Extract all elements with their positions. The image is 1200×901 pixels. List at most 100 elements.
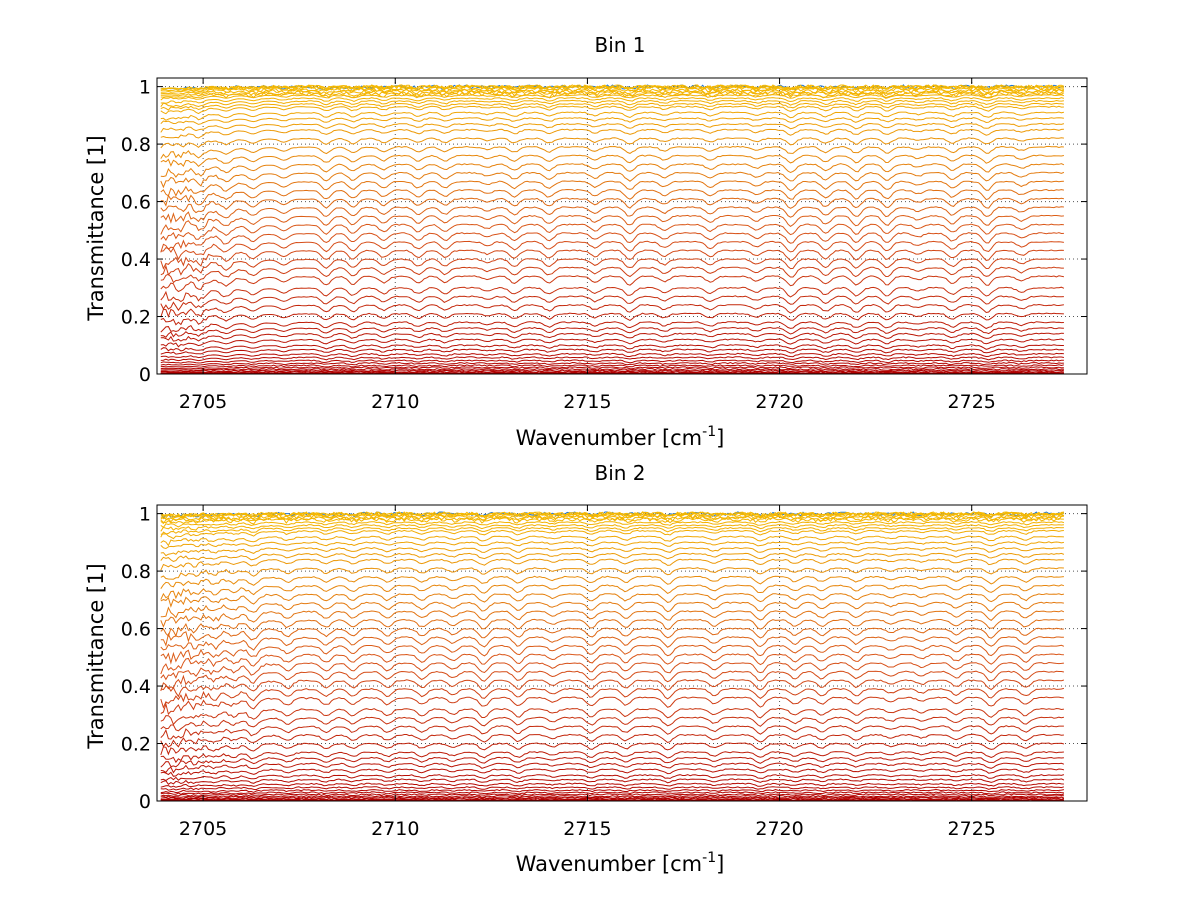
series-line: [160, 122, 1065, 133]
series-line: [160, 627, 1064, 647]
series-line: [160, 696, 1064, 716]
series-line: [160, 796, 1065, 800]
series-line: [160, 778, 1065, 785]
x-axis-label: Wavenumber [cm-1]: [516, 424, 725, 450]
series-line: [160, 361, 1064, 366]
series-line: [160, 782, 1064, 788]
series-line: [160, 716, 1064, 732]
x-tick-label: 2725: [948, 818, 996, 840]
series-line: [160, 547, 1064, 557]
series-line: [160, 793, 1065, 797]
series-line: [160, 366, 1064, 370]
series-line: [160, 687, 1065, 709]
y-tick-label: 0.8: [121, 561, 151, 583]
x-tick-label: 2710: [371, 818, 419, 840]
series-line: [160, 90, 1065, 97]
y-tick-label: 0: [139, 364, 151, 386]
series-line: [160, 206, 1064, 224]
series-line: [160, 338, 1065, 348]
series-line: [160, 171, 1065, 189]
x-tick-label: 2720: [755, 818, 803, 840]
series-line: [160, 348, 1064, 355]
series-line: [160, 610, 1065, 628]
series-line: [160, 312, 1064, 326]
series-line: [160, 197, 1064, 214]
series-line: [160, 332, 1064, 342]
series-line: [160, 326, 1064, 338]
series-line: [160, 788, 1064, 794]
series-line: [160, 795, 1064, 799]
series-line: [160, 762, 1065, 774]
series-line: [160, 618, 1064, 638]
series-line: [160, 99, 1064, 108]
series-line: [160, 653, 1064, 675]
ticks: 2705 2710 2715 2720 2725 0 0.2 0.4 0.6 0.8 1: [121, 504, 1087, 840]
x-axis-label: Wavenumber [cm-1]: [516, 850, 725, 876]
series-line: [160, 275, 1064, 293]
series-line: [160, 286, 1065, 303]
series-line: [160, 369, 1064, 373]
series-line: [160, 266, 1064, 284]
series-line: [160, 636, 1064, 651]
series-line: [160, 352, 1064, 359]
series-line: [160, 249, 1064, 270]
series-traces: [160, 84, 1065, 375]
series-line: [160, 257, 1064, 276]
series-line: [160, 163, 1065, 178]
series-line: [160, 733, 1064, 748]
series-line: [160, 512, 1065, 520]
series-line: [160, 751, 1064, 764]
series-line: [160, 535, 1064, 547]
panel-bin-2: Bin 2 2705 2710 2715 2720 2725 0 0.2 0.4 0.6 0.8 1…: [84, 461, 1088, 876]
series-line: [160, 102, 1064, 111]
series-line: [160, 232, 1064, 253]
series-line: [160, 768, 1065, 777]
x-tick-label: 2725: [948, 391, 996, 413]
y-tick-label: 0.2: [121, 307, 151, 329]
series-line: [160, 552, 1065, 562]
series-line: [160, 526, 1064, 535]
panel-bin-1: Bin 1 2705 2710 2715 2720 2725 0 0.2 0.4 0.6 0.8 1…: [84, 33, 1088, 450]
x-tick-label: 2715: [563, 391, 611, 413]
series-traces: [160, 511, 1065, 802]
y-axis-label: Transmittance [1]: [84, 135, 108, 321]
series-line: [160, 214, 1064, 235]
plot-frame: [156, 77, 1088, 375]
chart-title: Bin 2: [594, 461, 645, 485]
series-line: [160, 756, 1064, 768]
series-line: [160, 521, 1065, 529]
series-line: [160, 725, 1064, 740]
y-tick-label: 0: [139, 791, 151, 813]
x-tick-label: 2715: [563, 818, 611, 840]
series-line: [160, 97, 1065, 104]
series-line: [160, 511, 1065, 518]
y-tick-label: 0.4: [121, 676, 151, 698]
series-line: [160, 742, 1065, 756]
series-line: [160, 85, 1064, 92]
ticks: 2705 2710 2715 2720 2725 0 0.2 0.4 0.6 0.8 1: [121, 77, 1087, 413]
series-line: [160, 94, 1065, 101]
series-line: [160, 670, 1064, 692]
series-line: [160, 601, 1064, 619]
y-tick-label: 0.2: [121, 734, 151, 756]
series-line: [160, 295, 1064, 312]
series-line: [160, 303, 1064, 318]
series-line: [160, 240, 1064, 261]
series-line: [160, 661, 1064, 681]
series-line: [160, 154, 1064, 167]
series-line: [160, 707, 1064, 726]
series-line: [160, 364, 1065, 368]
x-tick-label: 2710: [371, 391, 419, 413]
series-line: [160, 117, 1064, 125]
series-line: [160, 516, 1064, 525]
series-line: [160, 344, 1064, 352]
series-line: [160, 367, 1064, 371]
y-tick-label: 1: [139, 77, 151, 99]
series-line: [160, 679, 1065, 698]
chart-title: Bin 1: [594, 33, 645, 57]
series-line: [160, 644, 1065, 665]
series-line: [160, 223, 1064, 242]
series-line: [160, 359, 1064, 364]
series-line: [160, 180, 1064, 197]
